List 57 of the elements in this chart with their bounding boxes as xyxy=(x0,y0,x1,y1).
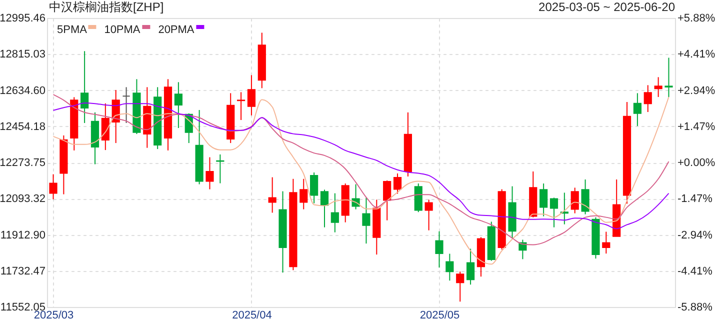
candlestick xyxy=(383,180,392,221)
y2-tick-label: +4.41% xyxy=(678,48,716,61)
candlestick xyxy=(247,74,256,116)
candlestick xyxy=(581,178,590,215)
candlestick xyxy=(122,86,130,124)
candlestick xyxy=(414,182,422,213)
candlestick xyxy=(602,231,610,254)
y2-tick-label: -4.41% xyxy=(678,265,713,278)
candlestick xyxy=(456,271,464,302)
y-tick-label: 11912.90 xyxy=(0,229,46,242)
candlestick xyxy=(300,178,308,210)
candlestick xyxy=(446,253,454,282)
candlestick xyxy=(80,50,89,124)
x-tick-label: 2025/04 xyxy=(232,310,272,320)
candlestick xyxy=(206,156,214,190)
y2-tick-label: +0.00% xyxy=(678,157,716,169)
chart-subtitle: 2025-03-05 ~ 2025-06-20 xyxy=(538,0,676,14)
legend-label: 10PMA xyxy=(104,24,141,36)
chart-title: 中汉棕榈油指数[ZHP] xyxy=(49,0,164,14)
candlestick xyxy=(330,192,339,233)
y2-tick-label: +2.94% xyxy=(678,84,716,97)
y2-tick-label: -5.88% xyxy=(678,302,713,314)
legend-label: 20PMA xyxy=(158,24,195,36)
candlestick xyxy=(654,76,662,98)
candlestick xyxy=(101,102,110,151)
y-tick-label: 12995.46 xyxy=(0,12,46,24)
y-tick-label: 11732.47 xyxy=(0,265,46,278)
y-tick-label: 12815.03 xyxy=(0,48,46,61)
x-tick-label: 2025/05 xyxy=(420,310,460,320)
candlestick xyxy=(49,174,58,200)
candlestick xyxy=(633,92,642,127)
candlestick xyxy=(362,197,370,244)
candlestick xyxy=(236,92,246,121)
candlestick xyxy=(664,57,673,98)
x-tick-label: 2025/03 xyxy=(34,310,74,320)
y2-tick-label: +1.47% xyxy=(678,120,716,133)
y2-tick-label: -2.94% xyxy=(678,229,713,242)
candlestick xyxy=(174,82,182,129)
y2-tick-label: -1.47% xyxy=(678,193,713,206)
candlestick xyxy=(352,184,360,210)
legend-label: 5PMA xyxy=(57,24,88,36)
candlestick xyxy=(320,189,329,228)
candlestick xyxy=(268,176,276,214)
candlestick xyxy=(570,187,579,214)
candlestick xyxy=(310,172,318,204)
y-tick-label: 12454.18 xyxy=(0,120,46,133)
candlestick xyxy=(466,248,475,286)
candlestick xyxy=(435,230,444,268)
y-tick-label: 12273.75 xyxy=(0,157,46,169)
y2-tick-label: +5.88% xyxy=(678,12,716,24)
candlestick xyxy=(644,84,652,112)
candlestick xyxy=(540,182,548,217)
candlestick xyxy=(424,199,433,231)
y-tick-label: 12093.32 xyxy=(0,193,46,206)
candlestick xyxy=(550,197,558,228)
candlestick xyxy=(393,172,402,194)
y-tick-label: 12634.60 xyxy=(0,84,46,97)
